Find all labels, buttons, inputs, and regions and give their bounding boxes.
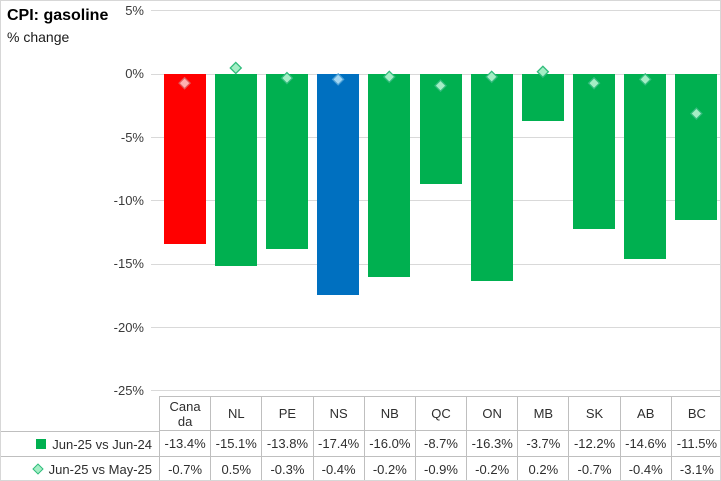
table-value-cell: -17.4% bbox=[312, 431, 364, 457]
table-value-cell: -0.7% bbox=[159, 457, 210, 480]
table-value-cell: -0.9% bbox=[414, 457, 466, 480]
table-value-cell: -0.2% bbox=[466, 457, 517, 480]
bar-canada bbox=[163, 74, 206, 245]
diamond-marker-pe bbox=[280, 71, 294, 85]
bar-mb bbox=[521, 74, 564, 122]
table-header-sk: SK bbox=[568, 396, 620, 431]
table-value-cell: -3.7% bbox=[517, 431, 569, 457]
table-value-cell: -12.2% bbox=[568, 431, 620, 457]
marker-layer bbox=[178, 61, 703, 120]
table-header-ns: NS bbox=[312, 396, 364, 431]
table-header-nb: NB bbox=[363, 396, 415, 431]
y-axis-tick-label: 0% bbox=[125, 66, 144, 82]
gridline--15% bbox=[151, 263, 720, 265]
gridline--20% bbox=[151, 327, 720, 329]
table-header-mb: MB bbox=[517, 396, 569, 431]
table-value-cell: -16.0% bbox=[363, 431, 415, 457]
bar-bc bbox=[675, 74, 718, 220]
table-header-canada: Cana da bbox=[159, 396, 211, 431]
table-value-cell: 0.5% bbox=[210, 457, 261, 480]
legend-item-jun24: Jun-25 vs Jun-24 bbox=[1, 431, 159, 457]
diamond-marker-canada bbox=[178, 76, 192, 90]
table-header-bc: BC bbox=[670, 396, 720, 431]
table-value-cell: -8.7% bbox=[414, 431, 467, 457]
table-header-on: ON bbox=[466, 396, 518, 431]
chart-subtitle: % change bbox=[7, 29, 70, 45]
diamond-marker-bc bbox=[689, 107, 703, 120]
bar-on bbox=[470, 74, 513, 281]
bar-ab bbox=[624, 74, 667, 260]
bar-nl bbox=[214, 74, 257, 266]
gridline--10% bbox=[151, 200, 720, 202]
table-value-cell: 0.2% bbox=[517, 457, 568, 480]
legend-label: Jun-25 vs Jun-24 bbox=[52, 436, 152, 452]
legend-item-may25: Jun-25 vs May-25 bbox=[1, 457, 159, 480]
table-value-cell: -0.4% bbox=[312, 457, 364, 480]
table-header-qc: QC bbox=[414, 396, 467, 431]
y-axis-tick-label: -20% bbox=[113, 319, 144, 335]
gridline--25% bbox=[151, 390, 720, 392]
diamond-marker-ab bbox=[638, 72, 652, 86]
table-header-pe: PE bbox=[261, 396, 313, 431]
diamond-marker-on bbox=[485, 70, 499, 84]
diamond-marker-nl bbox=[229, 61, 243, 75]
table-header-ab: AB bbox=[619, 396, 671, 431]
bar-ns bbox=[317, 74, 360, 295]
chart-title: CPI: gasoline bbox=[7, 7, 109, 24]
diamond-marker-qc bbox=[434, 79, 447, 93]
legend-label: Jun-25 vs May-25 bbox=[48, 461, 152, 477]
table-value-cell: -13.4% bbox=[159, 431, 211, 457]
table-value-cell: -16.3% bbox=[466, 431, 518, 457]
y-axis-tick-label: -10% bbox=[113, 192, 144, 208]
y-axis-tick-label: -5% bbox=[120, 129, 144, 145]
table-value-cell: -0.7% bbox=[568, 457, 619, 480]
legend-diamond-icon bbox=[32, 463, 44, 475]
table-value-cell: -0.2% bbox=[363, 457, 415, 480]
diamond-marker-nb bbox=[382, 70, 396, 84]
diamond-marker-ns bbox=[331, 72, 345, 86]
table-value-cell: -11.5% bbox=[670, 431, 720, 457]
table-header-nl: NL bbox=[210, 396, 262, 431]
table-value-cell: -0.3% bbox=[261, 457, 312, 480]
bar-sk bbox=[573, 74, 616, 229]
gridline-5% bbox=[151, 10, 720, 12]
table-value-cell: -3.1% bbox=[670, 457, 720, 480]
diamond-marker-sk bbox=[587, 76, 601, 90]
bar-nb bbox=[368, 74, 411, 277]
bar-qc bbox=[419, 74, 462, 185]
bar-pe bbox=[265, 74, 308, 250]
diamond-marker-mb bbox=[536, 65, 550, 79]
y-axis-tick-label: 5% bbox=[125, 2, 144, 18]
y-axis-tick-label: -25% bbox=[113, 382, 144, 398]
table-value-cell: -15.1% bbox=[210, 431, 262, 457]
legend-square-icon bbox=[36, 439, 47, 449]
table-value-cell: -13.8% bbox=[261, 431, 313, 457]
table-value-cell: -14.6% bbox=[619, 431, 671, 457]
y-axis-tick-label: -15% bbox=[113, 256, 144, 272]
table-value-cell: -0.4% bbox=[619, 457, 671, 480]
